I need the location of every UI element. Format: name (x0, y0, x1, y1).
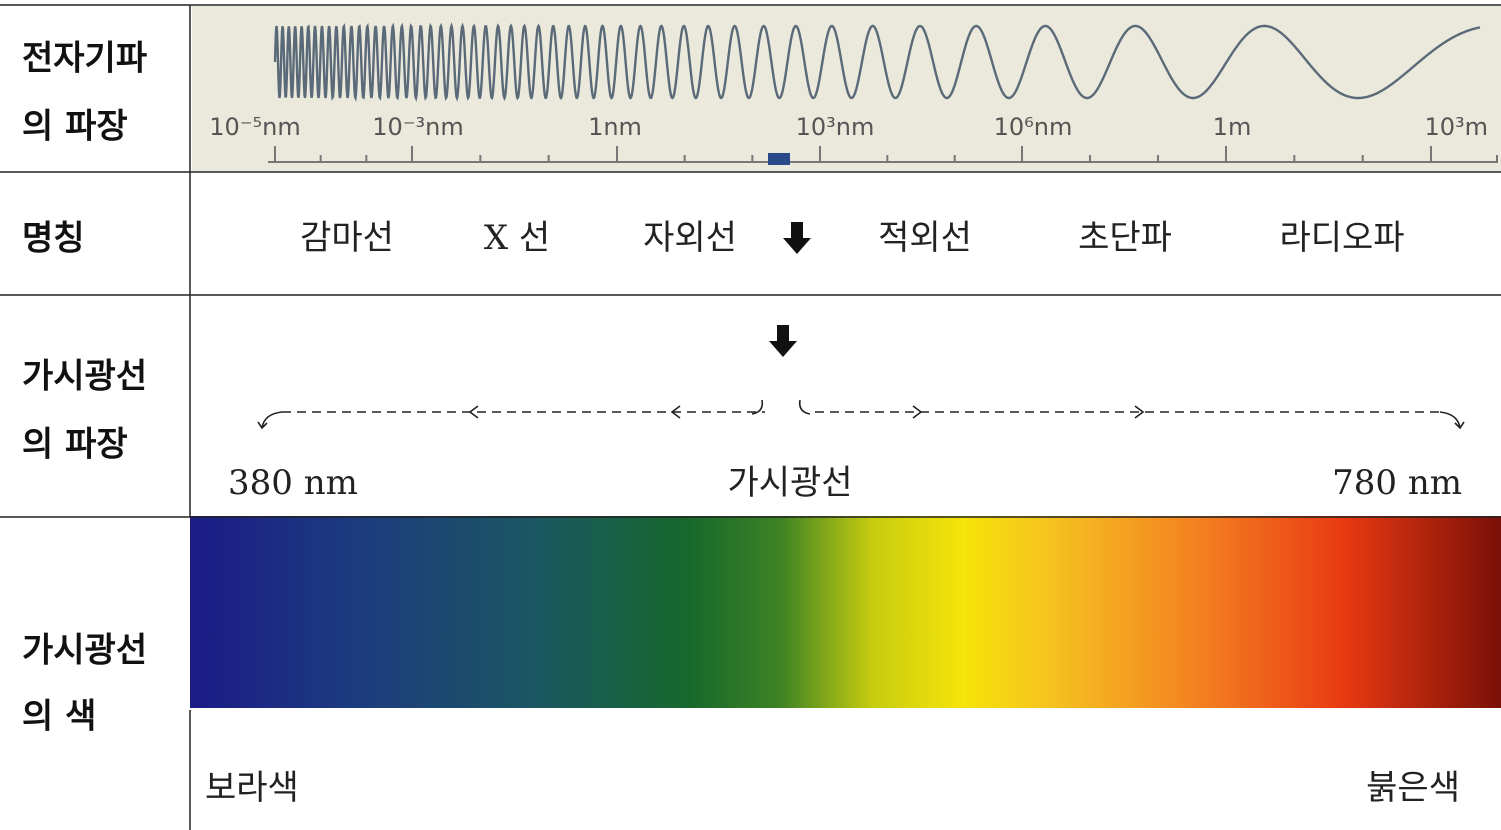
page: 전자기파 의 파장 명칭 가시광선 의 파장 가시광선 의 색 10⁻⁵nm 1… (0, 0, 1501, 830)
row-label: 가시광선 (22, 631, 147, 671)
wave-name: 초단파 (1078, 218, 1172, 258)
wave-name: 자외선 (643, 218, 737, 258)
row-label: 명칭 (22, 219, 85, 259)
range-arrows (258, 400, 1464, 428)
color-label: 붉은색 (1366, 768, 1460, 808)
down-arrow (783, 222, 811, 254)
wavelength-label: 780 nm (1332, 463, 1462, 503)
row-label: 의 파장 (22, 425, 128, 465)
color-label: 보라색 (205, 768, 299, 808)
wave-name: X 선 (484, 218, 550, 258)
scale-label: 1nm (588, 113, 642, 141)
wave-name: 감마선 (300, 218, 394, 258)
wavelength-label: 380 nm (228, 463, 358, 503)
scale-label: 10³nm (796, 113, 875, 141)
wave-name: 적외선 (878, 218, 972, 258)
scale-label: 10³m (1424, 113, 1488, 141)
wavelength-label: 가시광선 (727, 463, 852, 503)
scale-label: 1m (1213, 113, 1252, 141)
down-arrow (769, 325, 797, 357)
scale-label: 10⁶nm (994, 113, 1073, 141)
scale-label: 10⁻³nm (372, 113, 463, 141)
spectrum (190, 516, 1501, 708)
row-label: 의 파장 (22, 107, 128, 147)
row-label: 가시광선 (22, 357, 147, 397)
scale-label: 10⁻⁵nm (209, 113, 300, 141)
row-label: 전자기파 (22, 39, 147, 79)
visible-marker (768, 153, 790, 165)
wave-name: 라디오파 (1279, 218, 1404, 258)
row-label: 의 색 (22, 697, 96, 737)
